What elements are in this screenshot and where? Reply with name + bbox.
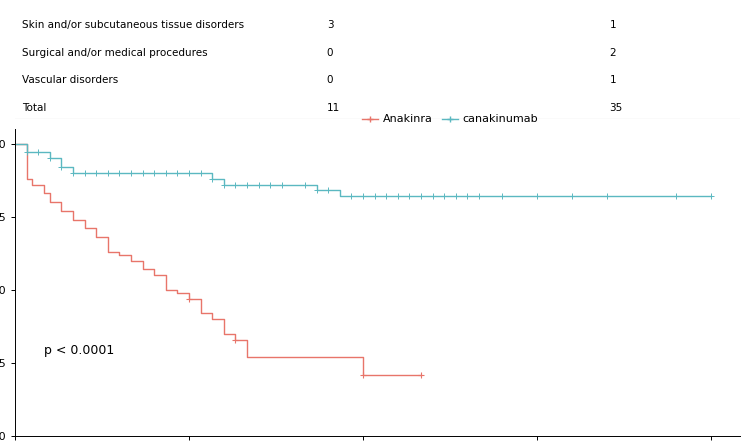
Point [565, 193, 578, 200]
Point [276, 181, 288, 188]
Point [403, 193, 415, 200]
Point [670, 193, 683, 200]
Point [183, 169, 195, 176]
Text: 1: 1 [609, 75, 616, 85]
Text: Total: Total [23, 103, 47, 113]
Point [183, 295, 195, 302]
Point [473, 193, 485, 200]
Point [171, 169, 183, 176]
Point [91, 169, 103, 176]
Text: 3: 3 [327, 20, 334, 30]
Point [241, 181, 253, 188]
Point [230, 336, 242, 343]
Point [427, 193, 439, 200]
Text: Surgical and/or medical procedures: Surgical and/or medical procedures [23, 48, 208, 58]
Text: p < 0.0001: p < 0.0001 [44, 344, 114, 357]
Text: 11: 11 [327, 103, 340, 113]
Point [461, 193, 473, 200]
Point [55, 163, 67, 170]
Point [345, 193, 357, 200]
Text: 0: 0 [327, 75, 333, 85]
Point [195, 169, 207, 176]
Point [392, 193, 404, 200]
Point [113, 169, 125, 176]
Point [299, 181, 311, 188]
Point [531, 193, 543, 200]
Legend: Anakinra, canakinumab: Anakinra, canakinumab [357, 110, 543, 129]
Point [217, 181, 230, 188]
Point [381, 193, 393, 200]
Point [415, 371, 427, 378]
Point [368, 193, 381, 200]
Point [125, 169, 137, 176]
Point [705, 193, 717, 200]
Point [357, 193, 369, 200]
Point [20, 149, 32, 156]
Point [32, 149, 45, 156]
Text: Skin and/or subcutaneous tissue disorders: Skin and/or subcutaneous tissue disorder… [23, 20, 245, 30]
Text: 1: 1 [609, 20, 616, 30]
Point [450, 193, 462, 200]
Point [137, 169, 149, 176]
Point [206, 175, 218, 182]
Point [496, 193, 508, 200]
Point [310, 187, 322, 194]
Point [357, 371, 369, 378]
Text: 2: 2 [609, 48, 616, 58]
Point [264, 181, 276, 188]
Point [253, 181, 265, 188]
Point [230, 181, 242, 188]
Text: 35: 35 [609, 103, 623, 113]
Point [415, 193, 427, 200]
Point [44, 155, 56, 162]
Text: Vascular disorders: Vascular disorders [23, 75, 119, 85]
Point [438, 193, 450, 200]
Point [600, 193, 612, 200]
Point [148, 169, 160, 176]
Point [102, 169, 114, 176]
Point [67, 169, 79, 176]
Point [79, 169, 91, 176]
Point [322, 187, 334, 194]
Point [160, 169, 172, 176]
Text: 0: 0 [327, 48, 333, 58]
